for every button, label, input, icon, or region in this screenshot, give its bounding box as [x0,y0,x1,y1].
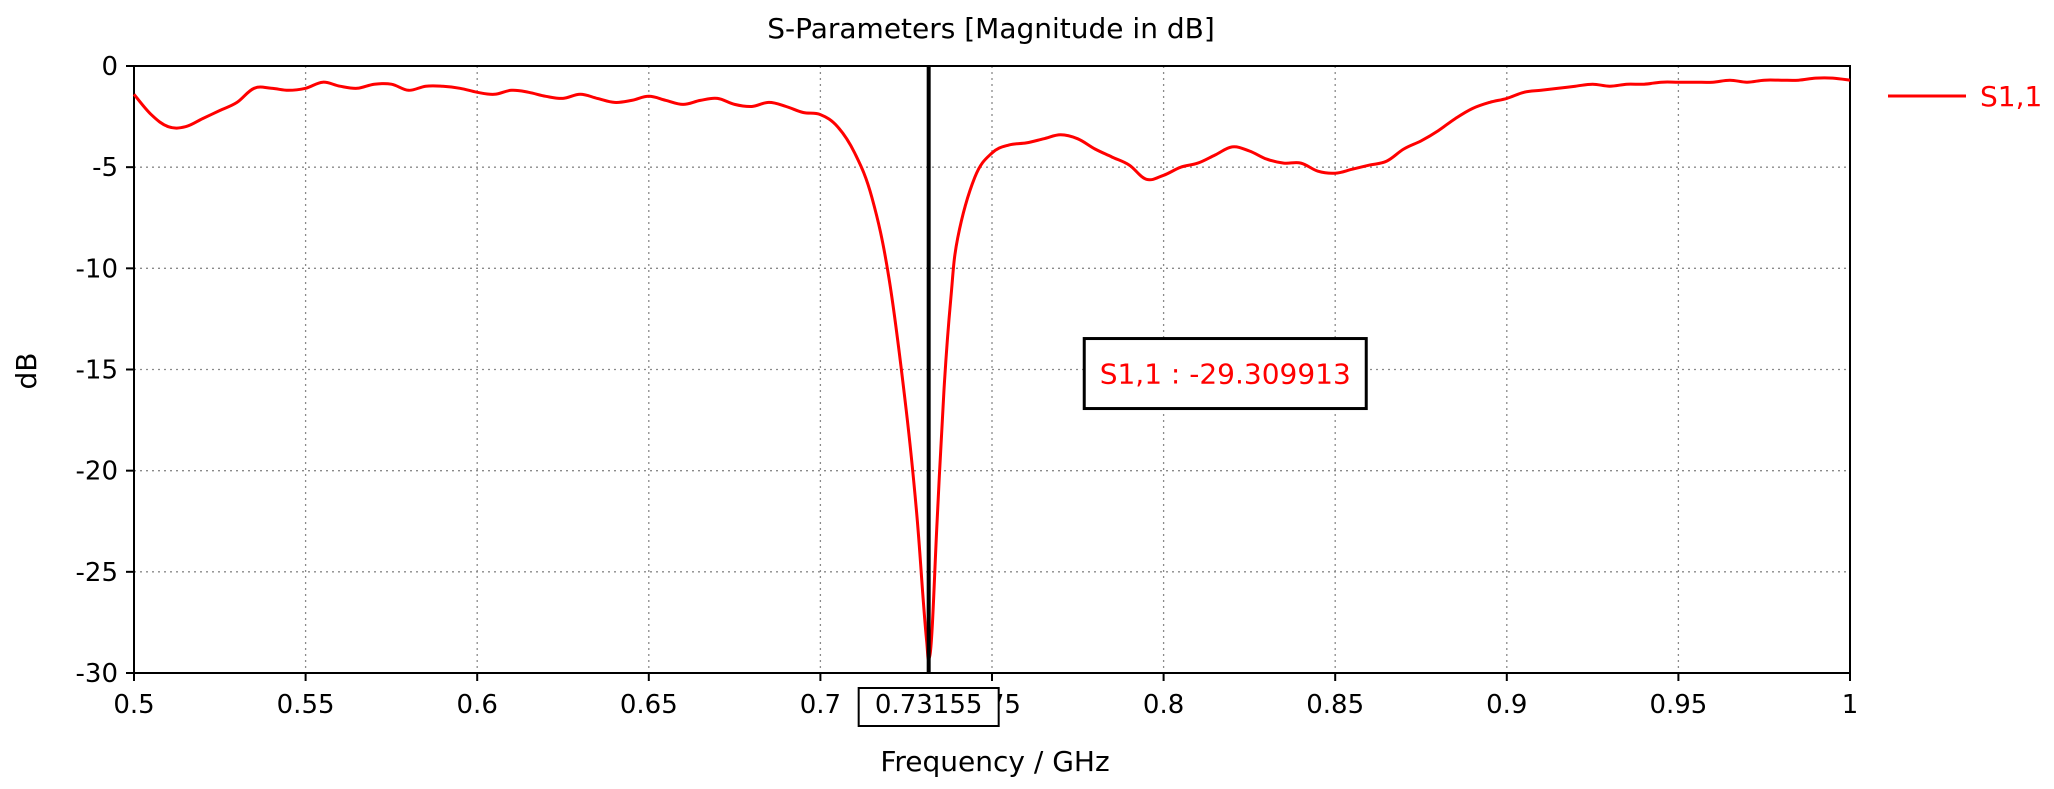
marker-annotation-box [1082,337,1368,411]
marker-x-readout-text: 0.73155 [875,690,983,720]
x-tick-label: 0.85 [1306,690,1364,720]
marker-x-readout[interactable]: 0.73155 [857,687,1000,727]
x-tick-label: 0.55 [277,690,335,720]
x-tick-label: 0.65 [620,690,678,720]
y-tick-label: -15 [76,356,118,386]
y-axis-title: dB [10,353,43,390]
marker-x-readout-box [857,687,1000,727]
y-tick-label: -30 [76,659,118,689]
x-tick-label: 0.6 [457,690,498,720]
x-tick-label: 0.7 [800,690,841,720]
x-tick-label: 0.8 [1143,690,1184,720]
marker-annotation[interactable]: S1,1 : -29.309913 [1082,337,1368,411]
x-axis-title: Frequency / GHz [880,745,1109,778]
y-tick-label: -5 [92,153,118,183]
x-tick-label: 0.5 [113,690,154,720]
marker-annotation-text: S1,1 : -29.309913 [1100,358,1351,391]
x-tick-label: 1 [1842,690,1859,720]
legend[interactable]: S1,1 [1888,80,2042,113]
y-tick-label: -10 [76,254,118,284]
series-layer [132,76,1851,661]
grid [134,66,1850,673]
y-tick-label: -20 [76,457,118,487]
y-tick-label: 0 [101,52,118,82]
legend-label-s11: S1,1 [1980,80,2042,113]
series-line-0 [132,76,1851,661]
chart-title: S-Parameters [Magnitude in dB] [767,12,1215,45]
y-tick-label: -25 [76,558,118,588]
x-tick-label: 0.9 [1486,690,1527,720]
x-tick-label: 0.95 [1649,690,1707,720]
y-axis-ticks: 0 -5 -10 -15 -20 -25 -30 [76,52,134,689]
